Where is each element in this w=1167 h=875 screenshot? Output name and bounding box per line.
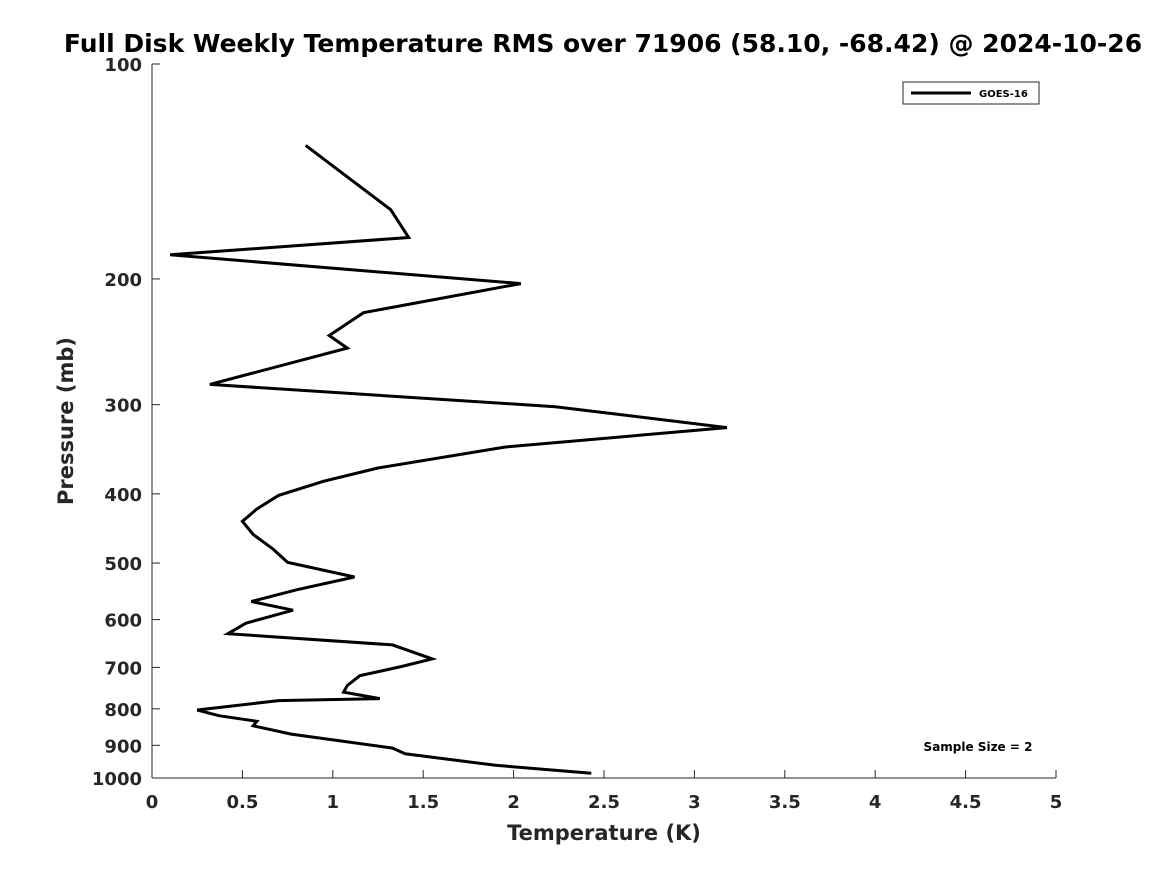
chart-title: Full Disk Weekly Temperature RMS over 71… <box>64 29 1142 58</box>
x-tick-label: 1 <box>327 792 340 813</box>
sample-size-annotation: Sample Size = 2 <box>924 740 1033 754</box>
x-tick-label: 2.5 <box>588 792 620 813</box>
x-tick-label: 4 <box>869 792 882 813</box>
y-tick-label: 300 <box>104 396 142 417</box>
x-tick-label: 2 <box>507 792 520 813</box>
x-tick-label: 3.5 <box>769 792 801 813</box>
x-tick-label: 4.5 <box>950 792 982 813</box>
x-tick-label: 1.5 <box>407 792 439 813</box>
series-line-goes-16 <box>169 144 728 775</box>
x-tick-label: 0.5 <box>226 792 258 813</box>
y-tick-label: 100 <box>104 55 142 76</box>
y-tick-label: 900 <box>104 736 142 757</box>
x-tick-label: 3 <box>688 792 701 813</box>
x-axis-label: Temperature (K) <box>507 821 701 845</box>
y-tick-label: 600 <box>104 611 142 632</box>
x-tick-label: 5 <box>1050 792 1063 813</box>
y-axis-label: Pressure (mb) <box>54 337 78 505</box>
y-tick-label: 800 <box>104 700 142 721</box>
legend-label: GOES-16 <box>979 89 1028 100</box>
plot-area: 0 0.5 1 1.5 2 2.5 3 3.5 4 4.5 5 100 200 300 400 500 600 7… <box>92 55 1062 813</box>
y-tick-label: 1000 <box>92 769 142 790</box>
x-tick-label: 0 <box>146 792 159 813</box>
y-tick-label: 200 <box>104 270 142 291</box>
y-tick-label: 500 <box>104 554 142 575</box>
y-tick-label: 400 <box>104 485 142 506</box>
y-tick-label: 700 <box>104 658 142 679</box>
